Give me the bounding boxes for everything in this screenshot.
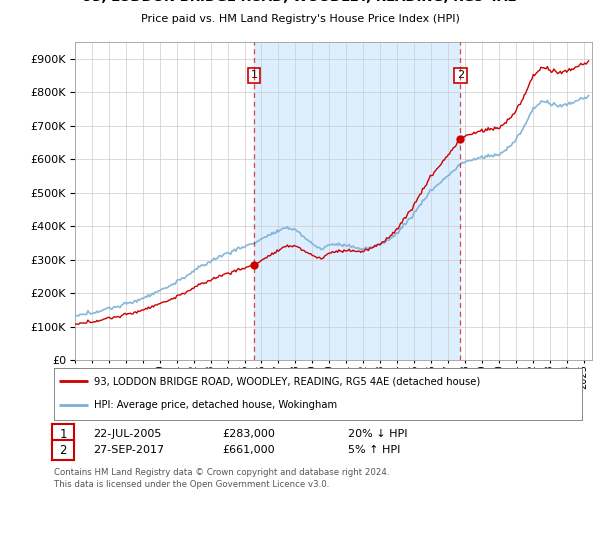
Text: 5% ↑ HPI: 5% ↑ HPI [348, 445, 400, 455]
Text: 1: 1 [59, 427, 67, 441]
Text: 93, LODDON BRIDGE ROAD, WOODLEY, READING, RG5 4AE (detached house): 93, LODDON BRIDGE ROAD, WOODLEY, READING… [94, 376, 480, 386]
Text: 22-JUL-2005: 22-JUL-2005 [93, 429, 161, 439]
Text: 93, LODDON BRIDGE ROAD, WOODLEY, READING, RG5 4AE: 93, LODDON BRIDGE ROAD, WOODLEY, READING… [83, 0, 517, 4]
Text: HPI: Average price, detached house, Wokingham: HPI: Average price, detached house, Woki… [94, 400, 337, 410]
Text: 2: 2 [59, 444, 67, 456]
Text: 1: 1 [250, 71, 257, 81]
Text: 27-SEP-2017: 27-SEP-2017 [93, 445, 164, 455]
Text: Price paid vs. HM Land Registry's House Price Index (HPI): Price paid vs. HM Land Registry's House … [140, 14, 460, 24]
Text: 2: 2 [457, 71, 464, 81]
Text: £283,000: £283,000 [222, 429, 275, 439]
Text: Contains HM Land Registry data © Crown copyright and database right 2024.
This d: Contains HM Land Registry data © Crown c… [54, 468, 389, 489]
Bar [254, 42, 460, 360]
Text: 20% ↓ HPI: 20% ↓ HPI [348, 429, 407, 439]
Text: £661,000: £661,000 [222, 445, 275, 455]
